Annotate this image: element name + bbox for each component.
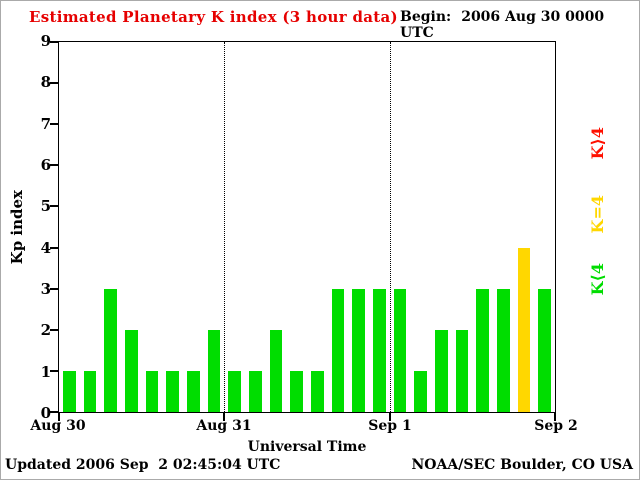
- y-tick-mark: [50, 411, 58, 413]
- kp-bar: [248, 370, 262, 412]
- kp-bar: [455, 329, 469, 412]
- begin-label: Begin:: [400, 9, 452, 25]
- y-tick-mark: [50, 164, 58, 167]
- kp-bar: [166, 370, 180, 412]
- x-tick-mark: [223, 413, 226, 421]
- kp-bar: [207, 329, 221, 412]
- y-tick-mark: [50, 369, 58, 372]
- bars-layer: [59, 42, 555, 412]
- y-axis-labels: 0 1 2 3 4 5 6 7 8 9: [21, 32, 51, 422]
- kp-bar: [124, 329, 138, 412]
- y-tick-mark: [50, 123, 58, 126]
- kp-bar: [476, 288, 490, 412]
- kp-bar: [310, 370, 324, 412]
- y-tick-label: 4: [40, 238, 51, 257]
- y-tick-label: 5: [40, 197, 51, 216]
- x-tick-label: Sep 1: [368, 418, 412, 434]
- kp-bar: [104, 288, 118, 412]
- legend-k-eq-4: K=4: [588, 195, 607, 234]
- kp-bar: [496, 288, 510, 412]
- y-tick-label: 2: [40, 321, 51, 340]
- kp-bar: [434, 329, 448, 412]
- y-tick-label: 0: [40, 404, 51, 422]
- day-divider-line: [224, 42, 226, 412]
- x-tick-mark: [58, 413, 60, 421]
- kp-bar: [269, 329, 283, 412]
- begin-value: 2006 Aug 30 0000 UTC: [400, 9, 605, 41]
- legend-k-gt-4: K⟩4: [588, 127, 607, 160]
- legend-k-lt-4: K⟨4: [588, 263, 607, 296]
- y-tick-mark: [50, 205, 58, 208]
- kp-bar: [352, 288, 366, 412]
- x-tick-mark: [554, 413, 556, 421]
- kp-bar: [372, 288, 386, 412]
- day-divider-line: [389, 42, 391, 412]
- kp-bar: [186, 370, 200, 412]
- chart-title: Estimated Planetary K index (3 hour data…: [29, 8, 398, 26]
- source-credit: NOAA/SEC Boulder, CO USA: [411, 457, 634, 473]
- begin-time: Begin: 2006 Aug 30 0000 UTC: [400, 9, 639, 41]
- kp-bar: [290, 370, 304, 412]
- y-tick-mark: [50, 287, 58, 290]
- y-tick-label: 6: [40, 156, 51, 174]
- kp-bar: [83, 370, 97, 412]
- y-tick-mark: [50, 246, 58, 249]
- kp-bar: [414, 370, 428, 412]
- x-tick-label: Aug 30: [30, 418, 86, 434]
- x-tick-mark: [388, 413, 391, 421]
- y-tick-label: 1: [40, 362, 51, 381]
- y-tick-label: 7: [40, 114, 51, 133]
- x-tick-label: Aug 31: [196, 418, 252, 434]
- updated-timestamp: Updated 2006 Sep 2 02:45:04 UTC: [5, 457, 281, 473]
- y-tick-mark: [50, 82, 58, 85]
- x-axis-title: Universal Time: [247, 439, 367, 455]
- plot-area: [50, 41, 556, 421]
- y-tick-label: 9: [40, 32, 51, 50]
- y-tick-mark: [50, 328, 58, 331]
- kp-bar: [538, 288, 552, 412]
- kp-bar: [331, 288, 345, 412]
- y-tick-label: 3: [40, 280, 51, 298]
- kp-bar: [517, 247, 531, 412]
- kp-bar: [393, 288, 407, 412]
- kp-bar: [145, 370, 159, 412]
- x-tick-label: Sep 2: [534, 418, 578, 434]
- kp-bar: [62, 370, 76, 412]
- x-axis-labels: Aug 30 Aug 31 Sep 1 Sep 2: [30, 418, 577, 436]
- y-tick-label: 8: [40, 73, 51, 92]
- y-tick-mark: [50, 41, 58, 43]
- kp-bar: [228, 370, 242, 412]
